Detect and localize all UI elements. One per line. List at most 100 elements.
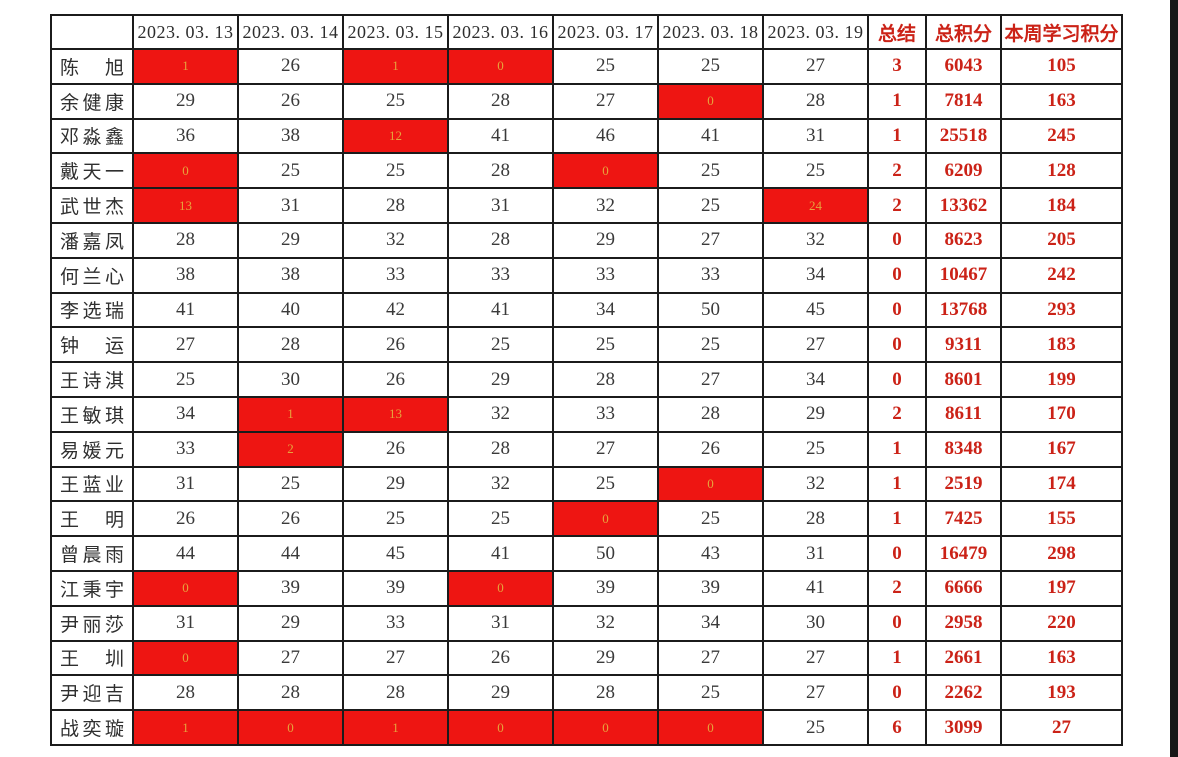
daily-score-cell: 34 (552, 291, 659, 329)
summary-count-cell: 0 (867, 604, 927, 642)
table-row: 王蓝业 31 25 29 32 25 0 32 1 2519 174 (50, 465, 1123, 503)
summary-count-cell: 0 (867, 291, 927, 329)
date-header: 2023. 03. 19 (762, 14, 869, 50)
daily-score-cell: 25 (132, 361, 239, 398)
daily-score-cell: 25 (237, 152, 344, 190)
summary-header-total-points: 总积分 (925, 14, 1002, 50)
student-name-cell: 陈旭 (50, 48, 134, 85)
screen-right-edge (1170, 0, 1178, 757)
daily-score-cell: 25 (762, 152, 869, 190)
daily-score-cell: 25 (762, 709, 869, 746)
daily-score-cell: 26 (657, 430, 764, 468)
daily-score-cell: 31 (132, 465, 239, 503)
total-points-cell: 8348 (925, 430, 1002, 468)
daily-score-cell: 32 (342, 221, 449, 259)
student-name-cell: 王敏琪 (50, 395, 134, 433)
total-points-cell: 8623 (925, 221, 1002, 259)
weekly-score-table: 2023. 03. 13 2023. 03. 14 2023. 03. 15 2023… (50, 14, 1123, 746)
daily-score-cell: 25 (342, 82, 449, 120)
daily-score-cell: 25 (447, 500, 554, 538)
daily-score-cell-flagged: 0 (237, 709, 344, 746)
total-points-cell: 9311 (925, 326, 1002, 364)
daily-score-cell: 25 (657, 152, 764, 190)
summary-header-week-points: 本周学习积分 (1000, 14, 1123, 50)
daily-score-cell-flagged: 1 (132, 48, 239, 85)
summary-count-cell: 3 (867, 48, 927, 85)
daily-score-cell: 31 (132, 604, 239, 642)
daily-score-cell: 28 (447, 430, 554, 468)
summary-header-zongjie: 总结 (867, 14, 927, 50)
daily-score-cell: 25 (552, 48, 659, 85)
total-points-cell: 10467 (925, 256, 1002, 294)
summary-count-cell: 0 (867, 674, 927, 712)
daily-score-cell: 33 (657, 256, 764, 294)
summary-count-cell: 1 (867, 430, 927, 468)
daily-score-cell: 39 (552, 569, 659, 607)
daily-score-cell-flagged: 0 (552, 500, 659, 538)
table-row: 陈旭 1 26 1 0 25 25 27 3 6043 105 (50, 48, 1123, 85)
daily-score-cell: 25 (447, 326, 554, 364)
week-points-cell: 205 (1000, 221, 1123, 259)
daily-score-cell: 25 (657, 326, 764, 364)
total-points-cell: 8601 (925, 361, 1002, 398)
daily-score-cell-flagged: 0 (447, 48, 554, 85)
daily-score-cell: 26 (237, 48, 344, 85)
daily-score-cell: 26 (342, 326, 449, 364)
total-points-cell: 2519 (925, 465, 1002, 503)
daily-score-cell: 28 (132, 221, 239, 259)
date-header: 2023. 03. 18 (657, 14, 764, 50)
daily-score-cell: 39 (657, 569, 764, 607)
daily-score-cell: 28 (447, 221, 554, 259)
student-name-cell: 李选瑞 (50, 291, 134, 329)
total-points-cell: 6666 (925, 569, 1002, 607)
daily-score-cell: 25 (552, 465, 659, 503)
daily-score-cell: 38 (237, 256, 344, 294)
date-header: 2023. 03. 15 (342, 14, 449, 50)
daily-score-cell: 28 (762, 82, 869, 120)
daily-score-cell: 28 (342, 674, 449, 712)
daily-score-cell: 27 (342, 639, 449, 677)
daily-score-cell: 42 (342, 291, 449, 329)
summary-count-cell: 6 (867, 709, 927, 746)
date-header: 2023. 03. 14 (237, 14, 344, 50)
total-points-cell: 6043 (925, 48, 1002, 85)
table-row: 王诗淇 25 30 26 29 28 27 34 0 8601 199 (50, 361, 1123, 398)
daily-score-cell: 26 (342, 430, 449, 468)
student-name-cell: 王诗淇 (50, 361, 134, 398)
summary-count-cell: 2 (867, 187, 927, 224)
daily-score-cell: 33 (552, 256, 659, 294)
summary-count-cell: 0 (867, 326, 927, 364)
table-row: 王圳 0 27 27 26 29 27 27 1 2661 163 (50, 639, 1123, 677)
daily-score-cell: 30 (762, 604, 869, 642)
week-points-cell: 193 (1000, 674, 1123, 712)
corner-cell (50, 14, 134, 50)
daily-score-cell: 32 (552, 187, 659, 224)
student-name-cell: 何兰心 (50, 256, 134, 294)
daily-score-cell: 31 (447, 187, 554, 224)
daily-score-cell-flagged: 1 (342, 48, 449, 85)
table-row: 李选瑞 41 40 42 41 34 50 45 0 13768 293 (50, 291, 1123, 329)
table-row: 江秉宇 0 39 39 0 39 39 41 2 6666 197 (50, 569, 1123, 607)
total-points-cell: 7425 (925, 500, 1002, 538)
table-row: 余健康 29 26 25 28 27 0 28 1 7814 163 (50, 82, 1123, 120)
daily-score-cell: 29 (762, 395, 869, 433)
week-points-cell: 163 (1000, 639, 1123, 677)
daily-score-cell: 39 (342, 569, 449, 607)
daily-score-cell: 31 (447, 604, 554, 642)
daily-score-cell: 25 (657, 187, 764, 224)
total-points-cell: 25518 (925, 117, 1002, 155)
daily-score-cell: 33 (132, 430, 239, 468)
daily-score-cell: 25 (657, 48, 764, 85)
daily-score-cell: 31 (237, 187, 344, 224)
summary-count-cell: 2 (867, 152, 927, 190)
daily-score-cell: 29 (447, 361, 554, 398)
total-points-cell: 2262 (925, 674, 1002, 712)
header-row: 2023. 03. 13 2023. 03. 14 2023. 03. 15 2023… (50, 14, 1123, 50)
table-row: 战奕璇 1 0 1 0 0 0 25 6 3099 27 (50, 709, 1123, 746)
summary-count-cell: 2 (867, 395, 927, 433)
total-points-cell: 6209 (925, 152, 1002, 190)
daily-score-cell: 34 (762, 361, 869, 398)
daily-score-cell-flagged: 1 (237, 395, 344, 433)
summary-count-cell: 0 (867, 221, 927, 259)
daily-score-cell: 26 (237, 82, 344, 120)
